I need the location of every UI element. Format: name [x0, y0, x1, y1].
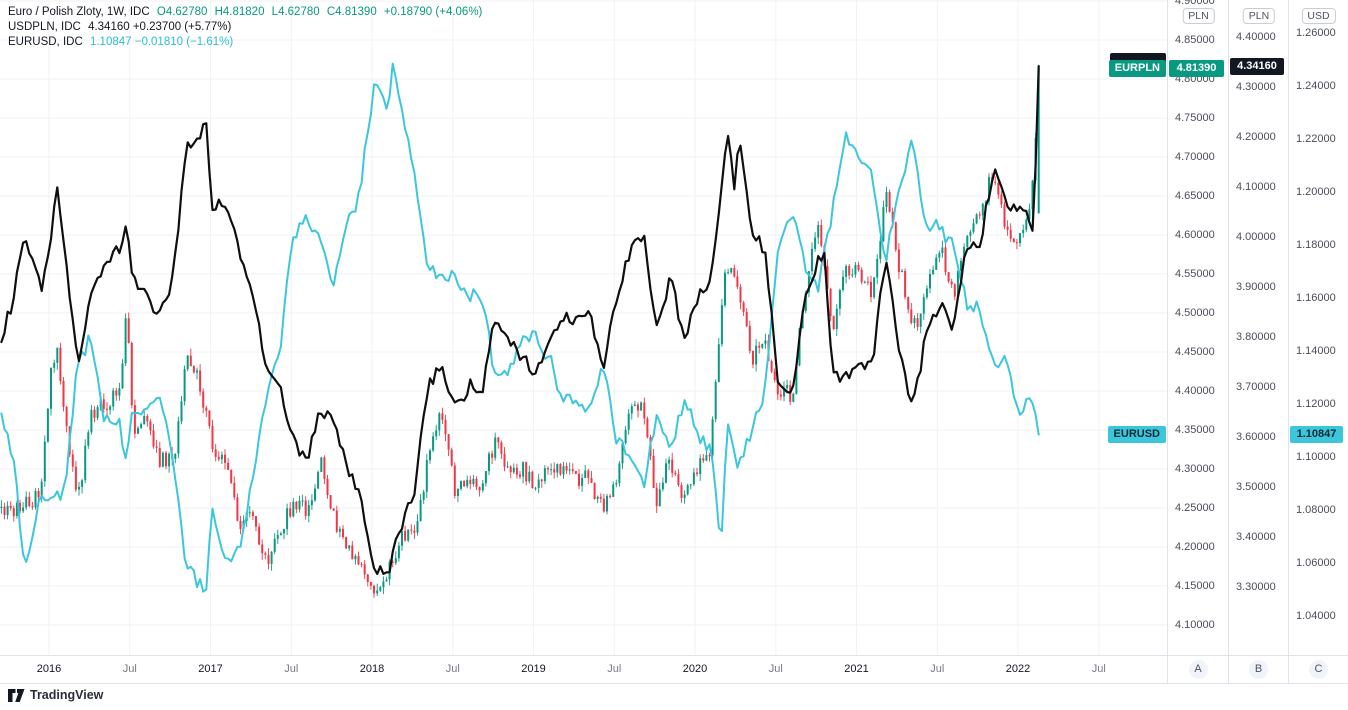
price-tick: 4.65000	[1175, 190, 1215, 202]
time-label-2022: 2022	[1005, 663, 1031, 675]
time-label-2019: 2019	[521, 663, 546, 675]
time-label-jul: Jul	[284, 663, 299, 675]
price-tick: 3.60000	[1236, 431, 1276, 443]
eurpln-candles	[0, 64, 1040, 598]
axis-separator	[1288, 0, 1289, 683]
price-tick: 4.15000	[1175, 580, 1215, 592]
tradingview-logo-text: TradingView	[30, 688, 104, 702]
time-label-2021: 2021	[844, 663, 869, 675]
price-tick: 1.10000	[1296, 451, 1336, 463]
eurusd-series-tag-label: EURUSD	[1113, 428, 1160, 441]
axis-separator	[1167, 0, 1168, 683]
price-tick: 4.60000	[1175, 229, 1215, 241]
price-tick: 4.55000	[1175, 268, 1215, 280]
last-price-badge: 4.34160	[1230, 57, 1284, 75]
price-tick: 1.12000	[1296, 398, 1336, 410]
bottom-separator	[0, 683, 1348, 684]
price-tick: 4.90000	[1175, 0, 1215, 7]
price-tick: 4.10000	[1236, 181, 1276, 193]
price-tick: 4.45000	[1175, 346, 1215, 358]
price-tick: 1.04000	[1296, 610, 1336, 622]
time-label-jul: Jul	[122, 663, 137, 675]
currency-badge: USD	[1301, 8, 1336, 24]
price-tick: 4.35000	[1175, 424, 1215, 436]
legend-close-value: C4.81390	[326, 6, 377, 18]
legend-high-value: H4.81820	[214, 6, 265, 18]
time-label-jul: Jul	[1091, 663, 1106, 675]
price-tick: 3.50000	[1236, 481, 1276, 493]
eurusd-series-tag: EURUSD	[1107, 426, 1166, 444]
time-label-jul: Jul	[607, 663, 622, 675]
chart-plot-area[interactable]	[0, 0, 1168, 656]
price-tick: 1.22000	[1296, 133, 1336, 145]
legend-value-usdpln: 4.34160 +0.23700 (+5.77%)	[88, 21, 232, 33]
price-tick: 1.18000	[1296, 239, 1336, 251]
price-tick: 4.10000	[1175, 619, 1215, 631]
currency-badge: PLN	[1242, 8, 1276, 24]
price-tick: 3.30000	[1236, 581, 1276, 593]
price-tick: 1.16000	[1296, 292, 1336, 304]
time-label-jul: Jul	[445, 663, 460, 675]
price-tick: 1.24000	[1296, 80, 1336, 92]
scale-button-a[interactable]: A	[1188, 660, 1208, 679]
price-tick: 1.06000	[1296, 557, 1336, 569]
price-tick: 4.30000	[1175, 463, 1215, 475]
legend-row-eurusd[interactable]: EURUSD, IDC 1.10847 −0.01810 (−1.61%)	[8, 35, 482, 50]
price-tick: 3.80000	[1236, 331, 1276, 343]
time-label-jul: Jul	[768, 663, 783, 675]
price-tick: 4.40000	[1175, 385, 1215, 397]
time-label-2018: 2018	[359, 663, 385, 675]
price-tick: 4.50000	[1175, 307, 1215, 319]
legend-symbol-eurpln: Euro / Polish Zloty, 1W, IDC	[8, 6, 150, 18]
time-label-2020: 2020	[682, 663, 708, 675]
price-axis-b[interactable]: 4.40000 4.30000 4.20000 4.10000 4.00000 3.900…	[1229, 0, 1289, 656]
axis-separator	[1228, 0, 1229, 683]
price-tick: 4.00000	[1236, 231, 1276, 243]
legend-symbol-eurusd: EURUSD, IDC	[8, 36, 83, 48]
last-price-badge: 1.10847	[1290, 426, 1343, 444]
price-tick: 4.30000	[1236, 81, 1276, 93]
price-tick: 4.20000	[1175, 541, 1215, 553]
price-tick: 3.90000	[1236, 281, 1276, 293]
chart-legend: Euro / Polish Zloty, 1W, IDC O4.62780 H4…	[8, 5, 482, 50]
legend-open-value: O4.62780	[156, 6, 208, 18]
price-tick: 4.25000	[1175, 502, 1215, 514]
price-tick: 4.40000	[1236, 31, 1276, 43]
price-axis-a[interactable]: 4.90000 4.85000 4.80000 4.75000 4.70000 4.650…	[1168, 0, 1229, 656]
currency-badge: PLN	[1182, 8, 1215, 24]
price-axis-c[interactable]: 1.26000 1.24000 1.22000 1.20000 1.18000 1.160…	[1289, 0, 1348, 656]
tradingview-logo-icon	[8, 688, 25, 702]
tradingview-logo[interactable]: TradingView	[8, 688, 103, 702]
legend-value-eurusd: 1.10847 −0.01810 (−1.61%)	[89, 36, 234, 48]
price-tick: 3.40000	[1236, 531, 1276, 543]
price-tick: 1.20000	[1296, 186, 1336, 198]
legend-row-eurpln[interactable]: Euro / Polish Zloty, 1W, IDC O4.62780 H4…	[8, 5, 482, 20]
grid	[0, 0, 1167, 655]
price-tick: 4.75000	[1175, 112, 1215, 124]
legend-symbol-usdpln: USDPLN, IDC	[8, 21, 81, 33]
time-label-2016: 2016	[36, 663, 62, 675]
eurpln-series-tag: EURPLN	[1108, 59, 1166, 77]
price-tick: 1.14000	[1296, 345, 1336, 357]
legend-low-value: L4.62780	[271, 6, 320, 18]
legend-change-eurpln: +0.18790 (+4.06%)	[383, 6, 483, 18]
price-tick: 3.70000	[1236, 381, 1276, 393]
eurpln-series-tag-label: EURPLN	[1114, 61, 1160, 74]
eurusd-line	[0, 62, 1040, 593]
price-tick: 1.26000	[1296, 27, 1336, 39]
price-tick: 4.20000	[1236, 131, 1276, 143]
price-tick: 4.85000	[1175, 34, 1215, 46]
usdpln-line	[0, 65, 1040, 576]
time-axis-separator	[0, 655, 1348, 656]
last-price-badge: 4.81390	[1169, 59, 1224, 77]
time-label-jul: Jul	[930, 663, 945, 675]
time-label-2017: 2017	[198, 663, 223, 675]
time-axis[interactable]: 2016 Jul 2017 Jul 2018 Jul 2019 Jul 2020 Jul 2021 J…	[0, 656, 1348, 683]
price-tick: 1.08000	[1296, 504, 1336, 516]
price-tick: 4.70000	[1175, 151, 1215, 163]
legend-row-usdpln[interactable]: USDPLN, IDC 4.34160 +0.23700 (+5.77%)	[8, 20, 482, 35]
scale-button-b[interactable]: B	[1249, 660, 1268, 679]
scale-button-c[interactable]: C	[1309, 660, 1328, 679]
